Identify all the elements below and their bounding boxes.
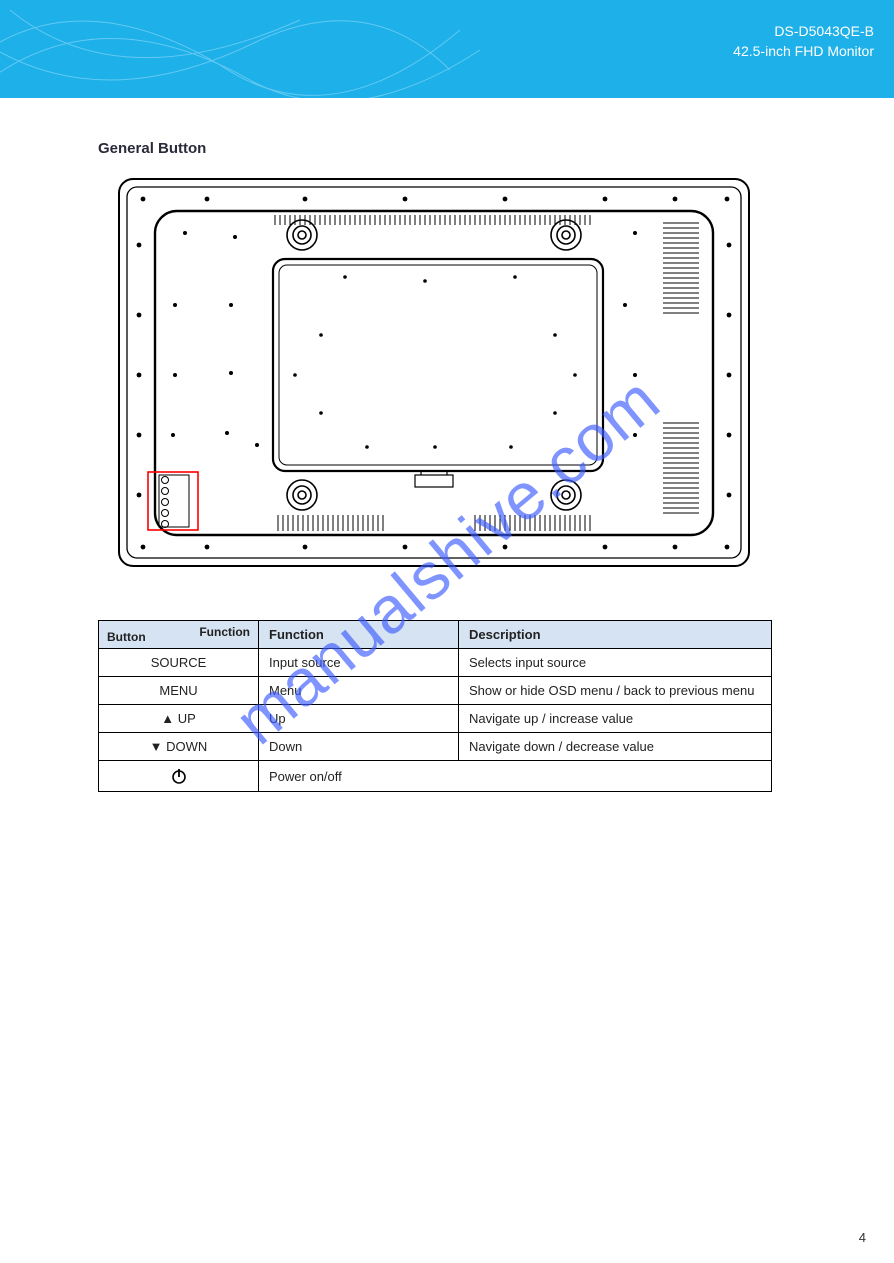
desc-cell: Show or hide OSD menu / back to previous… [459,677,772,705]
button-cell: ▲ UP [99,705,259,733]
doc-subtitle: 42.5-inch FHD Monitor [733,42,874,62]
header-band: DS-D5043QE-B 42.5-inch FHD Monitor [0,0,894,98]
func-cell: Down [259,733,459,761]
button-cell: ▼ DOWN [99,733,259,761]
header-right-block: DS-D5043QE-B 42.5-inch FHD Monitor [733,0,874,61]
header-bottom-label: Button [107,630,146,644]
desc-cell: Navigate down / decrease value [459,733,772,761]
table-row: ▼ DOWN Down Navigate down / decrease val… [99,733,772,761]
power-desc-cell: Power on/off [259,761,772,792]
header-function: Function [259,621,459,649]
header-diagonal-cell: Function Button [99,621,259,649]
func-cell: Up [259,705,459,733]
table-power-row: Power on/off [99,761,772,792]
header-top-label: Function [199,625,250,639]
table-header-row: Function Button Function Description [99,621,772,649]
monitor-rear-diagram [115,175,753,570]
table-row: ▲ UP Up Navigate up / increase value [99,705,772,733]
desc-cell: Navigate up / increase value [459,705,772,733]
doc-code: DS-D5043QE-B [733,22,874,42]
button-cell: SOURCE [99,649,259,677]
header-description: Description [459,621,772,649]
controls-table: Function Button Function Description SOU… [98,620,772,792]
page-number: 4 [859,1230,866,1245]
power-button-cell [99,761,259,792]
func-cell: Menu [259,677,459,705]
table-row: SOURCE Input source Selects input source [99,649,772,677]
power-icon [170,767,188,785]
desc-cell: Selects input source [459,649,772,677]
section-title: General Button [98,140,206,157]
func-cell: Input source [259,649,459,677]
button-cell: MENU [99,677,259,705]
table-row: MENU Menu Show or hide OSD menu / back t… [99,677,772,705]
